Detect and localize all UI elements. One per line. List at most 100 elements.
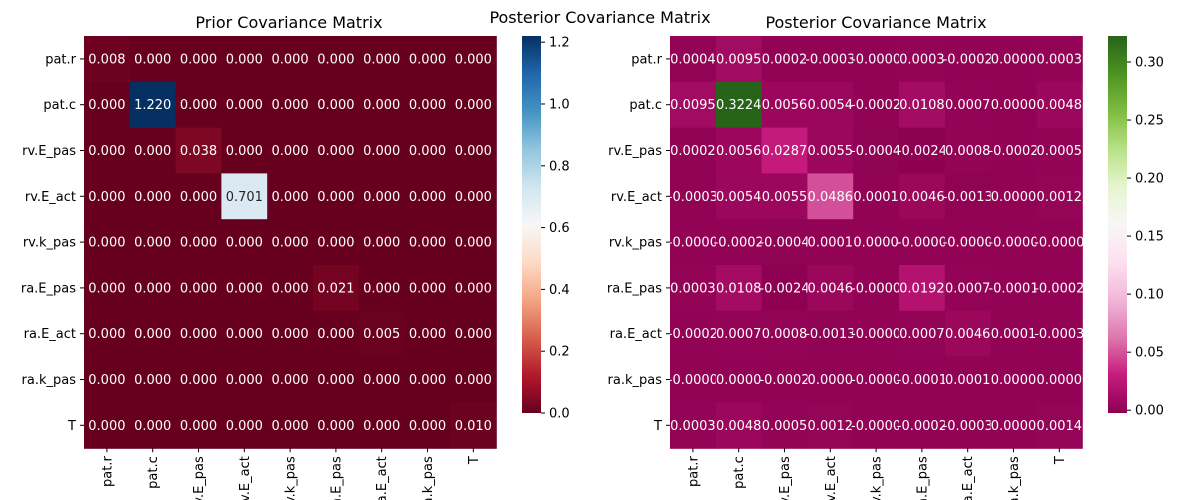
prior-colorbar-tick-label-1: 0.2	[549, 345, 570, 360]
posterior-row-label-8: T	[653, 419, 662, 434]
posterior-cell-5-8	[1036, 265, 1083, 312]
prior-cell-label-8-6: 0.000	[363, 419, 400, 434]
prior-cell-7-3	[221, 356, 268, 403]
prior-cell-label-3-6: 0.000	[363, 190, 400, 205]
prior-cell-4-4	[267, 219, 314, 266]
prior-cell-2-5	[313, 127, 360, 174]
prior-cell-2-7	[404, 127, 451, 174]
prior-row-label-5: ra.E_pas	[21, 281, 76, 296]
prior-cell-label-8-2: 0.000	[180, 419, 217, 434]
prior-cell-label-1-4: 0.000	[271, 98, 308, 113]
posterior-cell-2-5	[899, 127, 946, 174]
posterior-cell-6-7	[990, 310, 1037, 358]
posterior-colorbar-tick-label-3: 0.15	[1135, 230, 1164, 245]
prior-cell-label-6-6: 0.005	[363, 327, 400, 342]
prior-cell-label-8-8: 0.010	[455, 419, 492, 434]
prior-cell-3-5	[313, 173, 360, 220]
prior-cell-label-0-3: 0.000	[226, 52, 263, 67]
posterior-cell-6-8	[1036, 310, 1083, 358]
posterior-cell-label-1-8: 0.0048	[1037, 98, 1083, 113]
prior-cell-5-8	[450, 265, 497, 312]
posterior-cell-6-1	[715, 310, 763, 358]
posterior-cell-label-7-1: 0.0000	[716, 373, 762, 388]
posterior-cell-label-6-7: 0.0001	[991, 327, 1037, 342]
prior-cell-7-4	[267, 356, 314, 403]
prior-cell-1-3	[221, 81, 268, 129]
prior-cell-label-2-6: 0.000	[363, 144, 400, 159]
posterior-cell-0-2	[761, 36, 808, 83]
prior-cell-label-2-2: 0.038	[180, 144, 217, 159]
prior-cell-7-1	[129, 356, 177, 403]
prior-cell-label-4-6: 0.000	[363, 236, 400, 251]
prior-row-label-1: pat.c	[43, 98, 76, 113]
posterior-cell-label-2-6: 0.0008	[945, 144, 991, 159]
posterior-cell-label-6-0: -0.0002	[668, 327, 718, 342]
prior-cell-label-5-6: 0.000	[363, 281, 400, 296]
prior-cell-label-4-7: 0.000	[409, 236, 446, 251]
posterior-cell-5-3	[807, 265, 854, 312]
prior-cell-7-5	[313, 356, 360, 403]
posterior-cell-6-2	[761, 310, 808, 358]
posterior-cell-7-8	[1036, 356, 1083, 403]
prior-cell-label-8-1: 0.000	[134, 419, 171, 434]
prior-cell-0-1	[129, 36, 177, 83]
posterior-cell-label-1-5: 0.0108	[899, 98, 945, 113]
posterior-cell-6-5	[899, 310, 946, 358]
prior-cell-6-5	[313, 310, 360, 358]
posterior-col-label-7: ra.k_pas	[1007, 456, 1022, 500]
posterior-cell-label-7-6: 0.0001	[945, 373, 991, 388]
prior-cell-3-3	[221, 173, 268, 220]
prior-cell-label-6-1: 0.000	[134, 327, 171, 342]
posterior-cell-label-4-6: -0.0000	[943, 236, 993, 251]
prior-cell-label-6-2: 0.000	[180, 327, 217, 342]
posterior-cell-label-2-3: 0.0055	[808, 144, 854, 159]
prior-cell-label-8-5: 0.000	[317, 419, 354, 434]
prior-colorbar-tick-label-6: 1.2	[549, 36, 570, 51]
prior-cell-4-7	[404, 219, 451, 266]
posterior-cell-4-7	[990, 219, 1037, 266]
posterior-cell-5-7	[990, 265, 1037, 312]
prior-cell-5-3	[221, 265, 268, 312]
prior-cell-label-5-0: 0.000	[88, 281, 125, 296]
prior-cell-6-8	[450, 310, 497, 358]
prior-row-label-0: pat.r	[45, 52, 76, 67]
posterior-cell-7-4	[853, 356, 900, 403]
prior-cell-5-1	[129, 265, 177, 312]
posterior-cell-7-5	[899, 356, 946, 403]
prior-colorbar-tick-label-3: 0.6	[549, 221, 570, 236]
prior-cell-label-0-8: 0.000	[455, 52, 492, 67]
prior-cell-8-3	[221, 402, 268, 449]
prior-heatmap-title: Prior Covariance Matrix	[195, 13, 382, 32]
posterior-cell-7-1	[715, 356, 763, 403]
prior-cell-7-2	[175, 356, 222, 403]
posterior-cell-3-4	[853, 173, 900, 220]
posterior-cell-label-2-8: 0.0005	[1037, 144, 1083, 159]
prior-cell-label-5-4: 0.000	[271, 281, 308, 296]
prior-cell-5-0	[84, 265, 131, 312]
posterior-cell-label-0-4: -0.0000	[851, 52, 901, 67]
prior-cell-label-4-2: 0.000	[180, 236, 217, 251]
prior-cell-label-1-8: 0.000	[455, 98, 492, 113]
prior-cell-label-1-6: 0.000	[363, 98, 400, 113]
prior-cell-8-4	[267, 402, 314, 449]
prior-cell-0-4	[267, 36, 314, 83]
posterior-cell-6-3	[807, 310, 854, 358]
posterior-row-label-4: rv.k_pas	[609, 236, 662, 251]
prior-cell-label-1-1: 1.220	[134, 98, 171, 113]
posterior-cell-3-5	[899, 173, 946, 220]
posterior-cell-0-4	[853, 36, 900, 83]
posterior-col-label-6: ra.E_act	[961, 456, 976, 500]
posterior-cell-label-7-7: 0.0000	[991, 373, 1037, 388]
posterior-cell-label-8-8: 0.0014	[1037, 419, 1083, 434]
posterior-cell-4-3	[807, 219, 854, 266]
posterior-cell-label-1-3: 0.0054	[808, 98, 854, 113]
posterior-cell-5-2	[761, 265, 808, 312]
prior-colorbar-tick-label-0: 0.0	[549, 407, 570, 422]
posterior-cell-2-7	[990, 127, 1037, 174]
posterior-cell-label-3-1: 0.0054	[716, 190, 762, 205]
prior-cell-6-7	[404, 310, 451, 358]
posterior-cell-label-8-1: 0.0048	[716, 419, 762, 434]
prior-cell-label-4-0: 0.000	[88, 236, 125, 251]
posterior-cell-1-2	[761, 81, 808, 129]
